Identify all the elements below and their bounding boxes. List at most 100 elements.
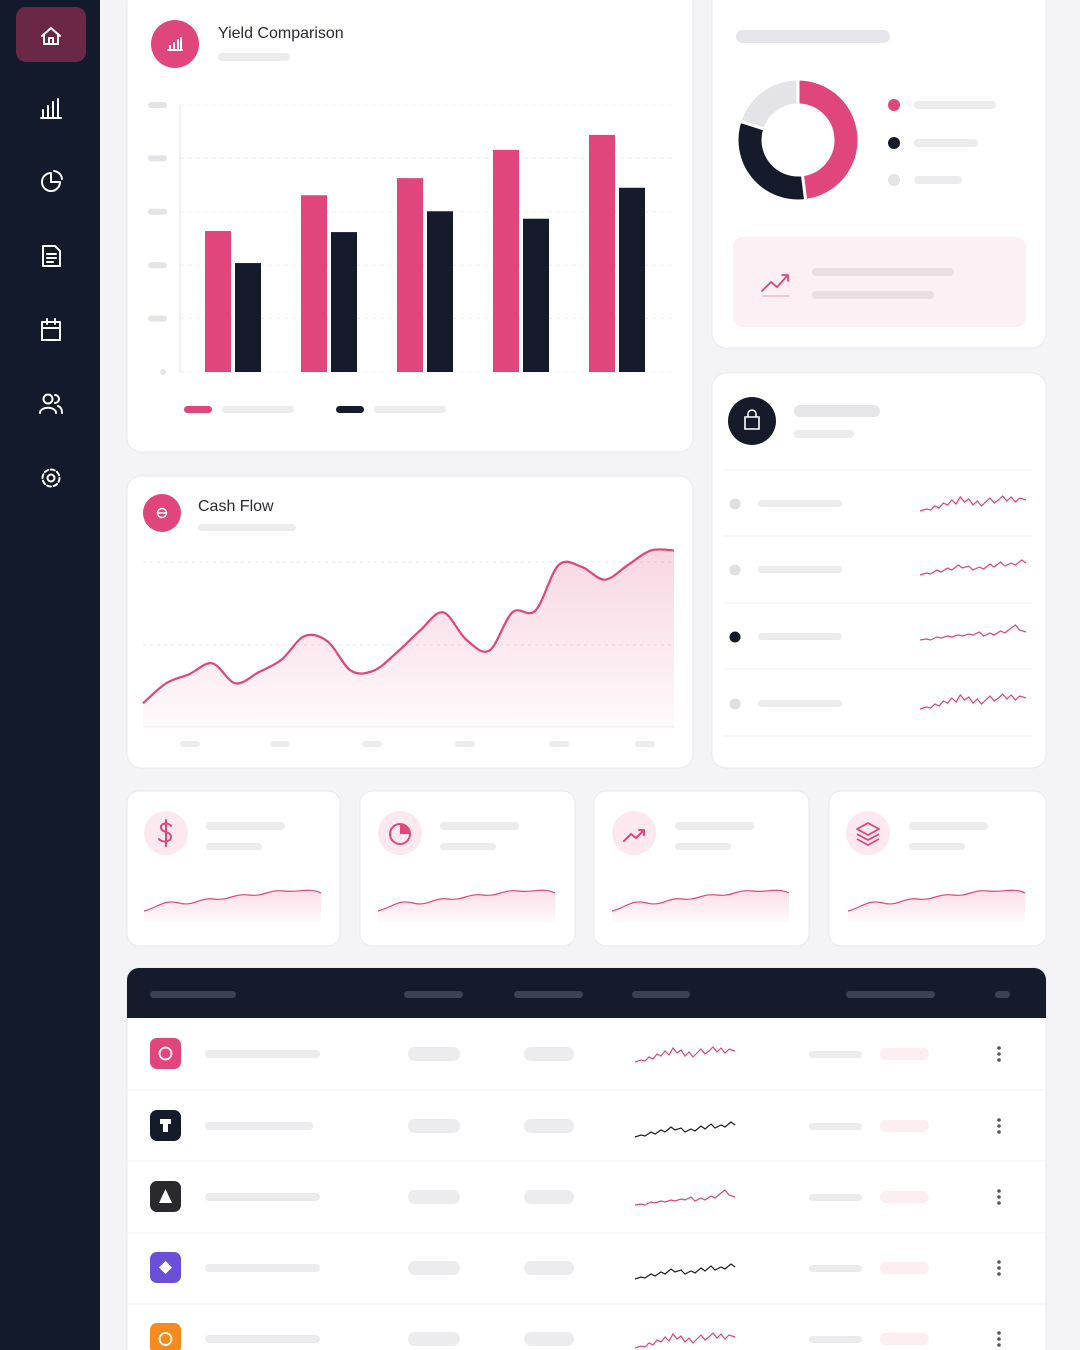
nav-reports[interactable] [41, 170, 63, 192]
table-part-part [408, 1190, 460, 1204]
sidebar [0, 0, 100, 1350]
table-part-part [809, 1336, 862, 1343]
nav-documents-part[interactable] [42, 245, 61, 267]
row-menu[interactable] [997, 1118, 1001, 1134]
row-menu[interactable] [997, 1189, 1001, 1205]
table-part [880, 1048, 929, 1345]
table-part-part [524, 1190, 574, 1204]
row-menu-part[interactable] [997, 1118, 1001, 1122]
row-menu-part[interactable] [997, 1058, 1001, 1062]
row-menu-part[interactable] [997, 1343, 1001, 1347]
table-part-part [880, 1262, 929, 1274]
row-menu-part[interactable] [997, 1337, 1001, 1341]
list-decor [724, 397, 1032, 737]
table-part [160, 1119, 171, 1132]
row-menu-part[interactable] [997, 1201, 1001, 1205]
table-part-part [408, 1261, 460, 1275]
row-menu-part[interactable] [997, 1260, 1001, 1264]
nav-users-part[interactable] [39, 394, 63, 414]
legend-part [374, 406, 446, 413]
chart-title: Yield Comparison [218, 25, 344, 42]
row-menu-part[interactable] [997, 1272, 1001, 1276]
bar [427, 211, 453, 372]
nav-home-part[interactable] [41, 27, 61, 45]
list-decor-part [729, 698, 741, 710]
table-part [404, 991, 463, 998]
yield-header-part [167, 37, 183, 51]
breakdown-decor-part [914, 101, 996, 109]
nav-reports-part[interactable] [41, 170, 63, 192]
stat-cards-part [846, 811, 890, 855]
cashflow-header-part [180, 741, 200, 747]
nav-charts[interactable] [40, 98, 62, 119]
table-part-part [205, 1193, 320, 1201]
table-part-part [524, 1119, 574, 1133]
yield-header: Yield Comparison [151, 20, 344, 68]
list-decor-part [729, 564, 741, 576]
nav-settings-part[interactable] [46, 473, 56, 483]
y-tick [148, 155, 167, 162]
table-part-part [205, 1050, 320, 1058]
table-part [995, 991, 1010, 998]
row-menu-part[interactable] [997, 1046, 1001, 1050]
nav-calendar[interactable] [41, 318, 61, 341]
stat-cards-part [400, 824, 410, 834]
stat-cards-part [675, 843, 731, 850]
list-decor-part [758, 566, 842, 573]
nav-settings-part[interactable] [41, 468, 61, 488]
table-part [846, 991, 935, 998]
donut-slice [738, 77, 800, 132]
list-decor-part [758, 700, 842, 707]
row-menu-part[interactable] [997, 1124, 1001, 1128]
legend [184, 406, 446, 413]
row-menu[interactable] [997, 1260, 1001, 1276]
bar [331, 232, 357, 372]
table-part [159, 1189, 172, 1203]
row-menu-part[interactable] [997, 1195, 1001, 1199]
y-tick [148, 315, 167, 322]
stat-cards-part [440, 822, 519, 830]
row-menu[interactable] [997, 1046, 1001, 1062]
list-decor-part [758, 500, 842, 507]
row-menu-part[interactable] [997, 1189, 1001, 1193]
row-menu-part[interactable] [997, 1052, 1001, 1056]
row-menu-part[interactable] [997, 1130, 1001, 1134]
nav-settings[interactable] [41, 468, 61, 488]
stat-cards-part [909, 822, 988, 830]
table-part-part [205, 1122, 313, 1130]
list-decor-part [794, 430, 854, 438]
table-part [150, 991, 236, 998]
table-part-part [880, 1048, 929, 1060]
table-part [127, 1089, 1046, 1305]
nav-documents[interactable] [42, 245, 61, 267]
row-menu-part[interactable] [997, 1266, 1001, 1270]
chart-title: Cash Flow [198, 498, 274, 515]
nav-home[interactable] [41, 27, 61, 45]
nav-calendar-part[interactable] [41, 318, 61, 341]
table-part-part [408, 1047, 460, 1061]
donut-chart [735, 77, 861, 203]
bar [619, 187, 645, 372]
row-menu[interactable] [997, 1331, 1001, 1347]
nav-active[interactable] [16, 7, 86, 62]
table-part [205, 1047, 862, 1346]
nav-users-part[interactable] [42, 393, 54, 405]
table-part-part [880, 1120, 929, 1132]
table-part-part [408, 1119, 460, 1133]
breakdown-decor-part [812, 291, 934, 299]
nav-users[interactable] [39, 393, 63, 414]
stat-cards-part [675, 822, 754, 830]
nav-charts-part[interactable] [40, 98, 62, 119]
table-part [150, 1038, 181, 1069]
y-tick [148, 208, 167, 215]
y-tick [148, 102, 167, 108]
table-part-part [408, 1332, 460, 1346]
legend-part [184, 406, 212, 413]
breakdown-decor-part [914, 176, 962, 184]
bar [301, 195, 327, 372]
cashflow-header-part [635, 741, 655, 747]
cashflow-header-part [198, 524, 296, 531]
table-part-part [880, 1333, 929, 1345]
row-menu-part[interactable] [997, 1331, 1001, 1335]
